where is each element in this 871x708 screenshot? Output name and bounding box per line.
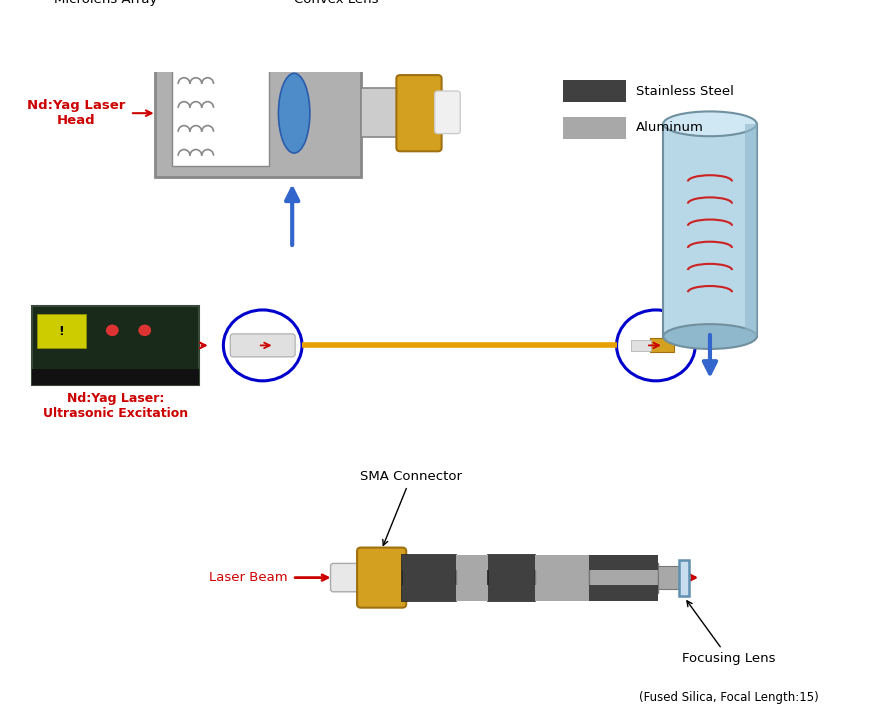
Text: Aluminum: Aluminum [636,121,704,134]
Text: Microlens Array: Microlens Array [54,0,157,6]
Bar [535,559,589,597]
Bar [563,117,626,139]
Bar [361,88,401,137]
FancyBboxPatch shape [650,338,673,353]
Text: (Fused Silica, Focal Length:15): (Fused Silica, Focal Length:15) [638,691,819,704]
Text: Laser Beam: Laser Beam [209,571,287,584]
Text: SMA Connector: SMA Connector [360,470,463,545]
Circle shape [138,324,152,336]
FancyBboxPatch shape [631,340,651,350]
Circle shape [106,324,118,336]
Ellipse shape [279,74,310,153]
Bar [456,554,488,570]
Bar [154,48,361,177]
Ellipse shape [663,324,757,349]
Text: Nd:Yag Laser:
Ultrasonic Excitation: Nd:Yag Laser: Ultrasonic Excitation [43,392,188,421]
Bar [535,554,589,570]
Text: Convex Lens: Convex Lens [294,0,379,6]
Bar [402,554,658,570]
Bar [488,554,535,600]
Bar [563,79,626,102]
Ellipse shape [663,111,757,136]
Bar [589,563,658,593]
FancyBboxPatch shape [230,334,295,357]
Bar [663,124,757,336]
Text: Stainless Steel: Stainless Steel [636,84,734,98]
Bar [456,559,488,597]
Text: !: ! [58,325,64,338]
Bar [679,559,689,595]
Bar [456,585,488,600]
Bar [31,370,199,385]
Bar [172,58,268,166]
Text: Focusing Lens: Focusing Lens [682,601,775,665]
Bar [589,562,658,570]
Bar [589,585,658,593]
FancyBboxPatch shape [31,306,199,385]
Text: Nd:Yag Laser
Head: Nd:Yag Laser Head [27,99,125,127]
Bar [402,554,456,600]
FancyBboxPatch shape [396,75,442,152]
Bar [658,566,679,589]
Polygon shape [745,124,757,336]
FancyBboxPatch shape [357,547,406,607]
Bar [37,314,85,348]
Bar [535,585,589,600]
FancyBboxPatch shape [435,91,460,134]
Bar [402,585,658,600]
FancyBboxPatch shape [330,564,362,592]
